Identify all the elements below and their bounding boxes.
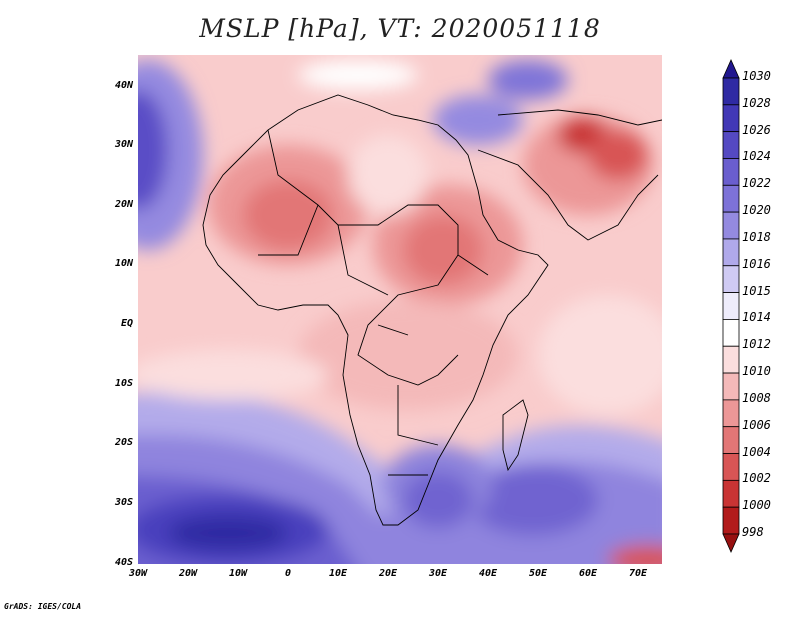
colorbar-cell [722, 104, 740, 133]
lon-label-20w: 20W [178, 568, 198, 579]
colorbar-cell [722, 372, 740, 401]
colorbar-label: 1018 [742, 229, 771, 244]
lat-label-40n: 40N [114, 80, 133, 91]
lat-label-30s: 30S [114, 497, 133, 508]
map-title: MSLP [hPa], VT: 2020051118 [199, 14, 601, 43]
lon-label-0: 0 [284, 568, 292, 579]
colorbar-cell [722, 265, 740, 293]
colorbar-label: 1010 [742, 364, 771, 379]
colorbar-cell [722, 238, 740, 267]
colorbar-cell [722, 506, 740, 535]
lat-label-30n: 30N [114, 139, 133, 150]
credit-text: GrADS: IGES/COLA [4, 602, 82, 611]
lon-label-40e: 40E [478, 568, 498, 579]
colorbar-label: 1012 [742, 337, 771, 352]
colorbar-label: 1026 [742, 122, 771, 137]
coastlines [202, 94, 662, 526]
colorbar-label: 1002 [742, 471, 771, 486]
colorbar-cell [722, 131, 740, 159]
colorbar-label: 1016 [742, 256, 771, 271]
colorbar-cell [722, 453, 740, 481]
colorbar-cell [722, 345, 740, 374]
lon-label-70e: 70E [628, 568, 648, 579]
colorbar-cell [722, 77, 740, 106]
colorbar-cell [722, 211, 740, 240]
colorbar-label: 1030 [742, 69, 771, 83]
lon-label-30w: 30W [128, 568, 148, 579]
colorbar-cell [722, 158, 740, 186]
map-area [138, 55, 662, 564]
colorbar-label: 1024 [742, 149, 771, 164]
lat-label-20n: 20N [114, 199, 133, 210]
colorbar-arrow-top [722, 59, 740, 79]
colorbar-cell [722, 479, 740, 508]
colorbar-cell [722, 292, 740, 320]
colorbar-cell [722, 184, 740, 213]
lat-label-10s: 10S [114, 378, 133, 389]
colorbar-label: 1020 [742, 203, 771, 218]
colorbar-cell [722, 319, 740, 347]
colorbar-label: 1028 [742, 95, 771, 110]
lon-label-10w: 10W [228, 568, 248, 579]
colorbar-label: 1014 [742, 310, 771, 325]
colorbar-label: 1004 [742, 444, 771, 459]
colorbar-label: 1006 [742, 417, 771, 432]
lon-label-20e: 20E [378, 568, 398, 579]
lat-label-eq: EQ [120, 318, 133, 329]
colorbar-label: 1008 [742, 390, 771, 405]
lat-label-10n: 10N [114, 258, 133, 269]
lat-label-20s: 20S [114, 437, 133, 448]
lon-label-60e: 60E [578, 568, 598, 579]
colorbar-label: 998 [742, 525, 764, 539]
colorbar-arrow-bottom [722, 533, 740, 553]
colorbar-label: 1000 [742, 498, 771, 513]
colorbar-label: 1015 [742, 283, 771, 298]
colorbar-label: 1022 [742, 176, 771, 191]
lon-label-10e: 10E [328, 568, 348, 579]
lon-label-50e: 50E [528, 568, 548, 579]
colorbar-cell [722, 426, 740, 454]
colorbar-cell [722, 399, 740, 428]
lat-label-40s: 40S [114, 557, 133, 568]
lon-label-30e: 30E [428, 568, 448, 579]
